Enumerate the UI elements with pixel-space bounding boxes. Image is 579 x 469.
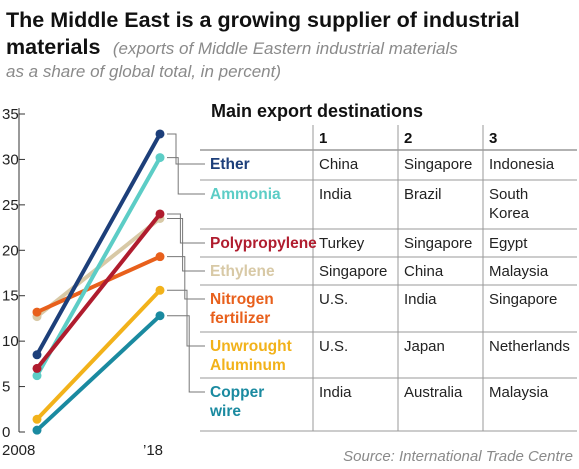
point-unwrought-aluminum-2008 <box>32 414 42 424</box>
point-polypropylene-2018 <box>155 209 165 219</box>
series-label-ether: Ether <box>210 156 250 173</box>
series-label-unwrought-aluminum: Unwrought <box>210 338 292 355</box>
table-column-header: 1 <box>319 130 327 147</box>
destination-copper-wire-3: Malaysia <box>489 384 549 401</box>
y-axis: 0 5 10 15 20 25 30 35 <box>2 106 25 441</box>
table-column-header: 2 <box>404 130 412 147</box>
destination-unwrought-aluminum-2: Japan <box>404 338 445 355</box>
destination-ammonia-3-line2: Korea <box>489 205 530 222</box>
leader-line-ethylene <box>167 217 205 272</box>
destination-polypropylene-2: Singapore <box>404 235 472 252</box>
y-tick-label: 30 <box>2 151 19 168</box>
point-polypropylene-2008 <box>32 363 42 373</box>
leader-line-nitrogen-fertilizer <box>167 256 205 300</box>
series-label-copper-wire: wire <box>209 403 241 420</box>
destinations-table: 1 2 3 Ether China Singapore Indonesia Ammonia In… <box>200 125 577 432</box>
y-tick-label: 0 <box>2 424 10 441</box>
destination-nitrogen-fertilizer-3: Singapore <box>489 291 557 308</box>
chart-title-line2-text: materials <box>6 35 100 59</box>
series-line-ammonia <box>35 155 162 378</box>
destination-ether-3: Indonesia <box>489 156 555 173</box>
destination-ethylene-1: Singapore <box>319 263 387 280</box>
leader-line-ammonia <box>167 157 205 195</box>
chart-title-line2: materials (exports of Middle Eastern ind… <box>6 35 458 59</box>
table-title: Main export destinations <box>211 101 423 121</box>
point-ether-2008 <box>32 350 42 360</box>
x-tick-label: 2008 <box>2 442 35 459</box>
y-tick-label: 5 <box>2 379 10 396</box>
destination-ammonia-1: India <box>319 186 352 203</box>
source-note: Source: International Trade Centre <box>343 448 573 465</box>
series-label-ammonia: Ammonia <box>210 186 281 203</box>
series-line-ether <box>35 131 162 357</box>
destination-nitrogen-fertilizer-1: U.S. <box>319 291 348 308</box>
series-line-polypropylene <box>35 211 162 371</box>
chart-subtitle-line1: (exports of Middle Eastern industrial ma… <box>113 39 458 58</box>
destination-unwrought-aluminum-3: Netherlands <box>489 338 570 355</box>
y-tick-label: 35 <box>2 106 19 123</box>
destination-ammonia-3: South <box>489 186 528 203</box>
destination-copper-wire-1: India <box>319 384 352 401</box>
series-label-unwrought-aluminum: Aluminum <box>210 357 286 374</box>
table-column-header: 3 <box>489 130 497 147</box>
destination-ethylene-3: Malaysia <box>489 263 549 280</box>
destination-polypropylene-1: Turkey <box>319 235 365 252</box>
series-lines <box>32 129 165 435</box>
destination-polypropylene-3: Egypt <box>489 235 528 252</box>
point-copper-wire-2008 <box>32 425 42 435</box>
destination-ethylene-2: China <box>404 263 444 280</box>
point-unwrought-aluminum-2018 <box>155 285 165 295</box>
point-ether-2018 <box>155 129 165 139</box>
series-label-nitrogen-fertilizer: Nitrogen <box>210 291 274 308</box>
y-tick-label: 20 <box>2 242 19 259</box>
point-copper-wire-2018 <box>155 311 165 321</box>
point-ammonia-2018 <box>155 153 165 163</box>
leader-line-ether <box>167 133 205 165</box>
series-line-nitrogen-fertilizer <box>35 254 162 315</box>
chart-title-line1: The Middle East is a growing supplier of… <box>6 8 520 32</box>
series-label-ethylene: Ethylene <box>210 263 275 280</box>
destination-ether-2: Singapore <box>404 156 472 173</box>
series-label-nitrogen-fertilizer: fertilizer <box>210 310 270 327</box>
series-line-copper-wire <box>35 313 162 433</box>
leader-line-polypropylene <box>167 213 205 244</box>
series-label-copper-wire: Copper <box>210 384 264 401</box>
series-label-polypropylene: Polypropylene <box>210 235 317 252</box>
point-ammonia-2008 <box>32 371 42 381</box>
leader-line-copper-wire <box>167 315 205 393</box>
destination-unwrought-aluminum-1: U.S. <box>319 338 348 355</box>
destination-ether-1: China <box>319 156 359 173</box>
y-tick-label: 25 <box>2 197 19 214</box>
destination-copper-wire-2: Australia <box>404 384 463 401</box>
destination-nitrogen-fertilizer-2: India <box>404 291 437 308</box>
chart-subtitle-line2: as a share of global total, in percent) <box>6 62 281 81</box>
point-nitrogen-fertilizer-2008 <box>32 307 42 317</box>
label-leader-lines <box>167 133 205 393</box>
y-tick-label: 10 <box>2 333 19 350</box>
y-tick-label: 15 <box>2 288 19 305</box>
destination-ammonia-2: Brazil <box>404 186 442 203</box>
series-line-unwrought-aluminum <box>35 288 162 422</box>
point-nitrogen-fertilizer-2018 <box>155 252 165 262</box>
x-axis: 2008 ’18 <box>2 442 163 459</box>
leader-line-unwrought-aluminum <box>167 289 205 347</box>
x-tick-label: ’18 <box>143 442 163 459</box>
